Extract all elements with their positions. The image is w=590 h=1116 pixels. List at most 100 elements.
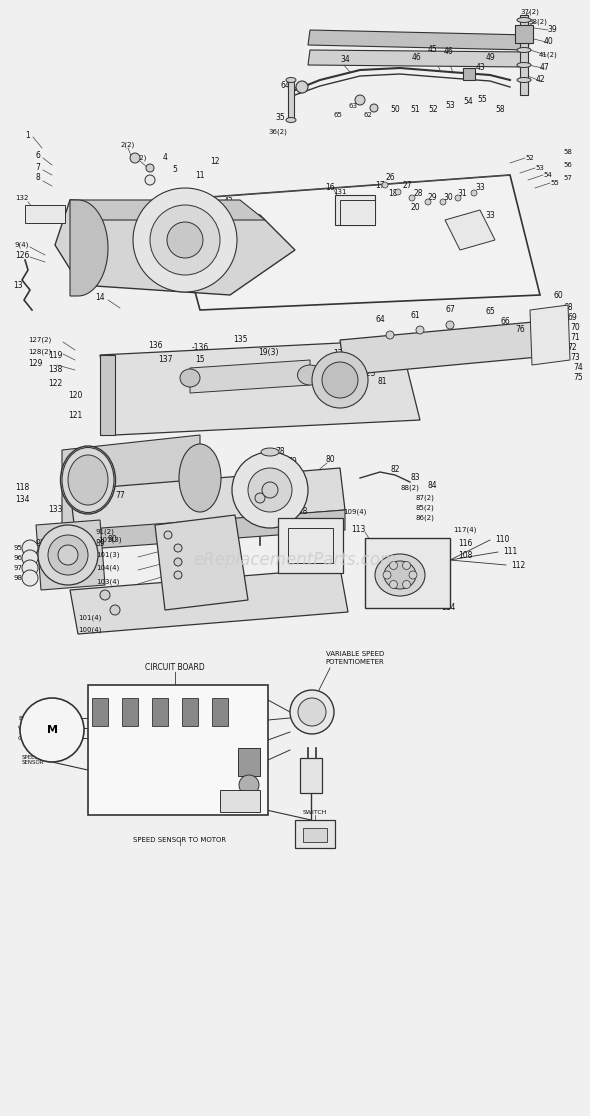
Circle shape [386, 331, 394, 339]
Text: 108: 108 [458, 551, 472, 560]
Text: 101(3): 101(3) [96, 551, 120, 558]
Text: eReplacementParts.com: eReplacementParts.com [194, 551, 396, 569]
Circle shape [146, 164, 154, 172]
Bar [182, 698, 198, 727]
Text: SPEED SENSOR TO MOTOR: SPEED SENSOR TO MOTOR [133, 837, 227, 843]
Text: 126: 126 [15, 250, 29, 260]
Text: 40: 40 [543, 38, 553, 47]
Text: 110: 110 [495, 536, 509, 545]
Text: WHITE: WHITE [18, 725, 38, 731]
Bar [88, 685, 268, 815]
Text: 8: 8 [35, 173, 40, 183]
Ellipse shape [384, 561, 416, 589]
Text: 84: 84 [427, 481, 437, 490]
Text: 71: 71 [570, 334, 580, 343]
Ellipse shape [179, 444, 221, 512]
Text: 69: 69 [567, 314, 577, 323]
Text: 60: 60 [553, 290, 563, 299]
Text: 98: 98 [14, 575, 22, 581]
Text: 120: 120 [68, 391, 82, 400]
Ellipse shape [517, 77, 531, 83]
Ellipse shape [517, 62, 531, 67]
Circle shape [389, 580, 398, 588]
Text: 128(4): 128(4) [340, 339, 363, 345]
Text: 39: 39 [547, 26, 557, 35]
Text: 111: 111 [503, 548, 517, 557]
Text: 125: 125 [333, 349, 347, 358]
Circle shape [232, 452, 308, 528]
Circle shape [133, 187, 237, 292]
Text: GREEN: GREEN [18, 735, 40, 741]
Circle shape [174, 543, 182, 552]
Text: 81: 81 [377, 377, 387, 386]
Text: 132: 132 [15, 195, 29, 201]
Text: 49: 49 [485, 52, 495, 61]
Text: 94: 94 [55, 533, 65, 542]
Bar [122, 698, 138, 727]
Text: 97: 97 [14, 565, 22, 571]
Text: 86(2): 86(2) [415, 514, 434, 521]
Text: 51: 51 [410, 106, 420, 115]
Bar [288, 528, 333, 562]
Circle shape [130, 153, 140, 163]
Polygon shape [75, 510, 345, 550]
Circle shape [22, 570, 38, 586]
Text: 65: 65 [333, 112, 342, 118]
Text: 29: 29 [427, 193, 437, 202]
Bar [152, 698, 168, 727]
Circle shape [22, 540, 38, 556]
Bar [220, 790, 260, 812]
Circle shape [22, 550, 38, 566]
Text: 9(4): 9(4) [15, 242, 29, 248]
Text: 61: 61 [410, 310, 420, 319]
Text: 33: 33 [485, 211, 495, 220]
Text: 70: 70 [570, 324, 580, 333]
Ellipse shape [286, 77, 296, 83]
Circle shape [322, 362, 358, 398]
Text: 99: 99 [63, 576, 73, 585]
Polygon shape [70, 200, 108, 296]
Text: 17: 17 [375, 181, 385, 190]
Text: 114: 114 [441, 604, 455, 613]
Bar [515, 25, 533, 44]
Text: 62: 62 [363, 112, 372, 118]
Text: 138: 138 [48, 366, 62, 375]
Circle shape [150, 205, 220, 275]
Text: 106: 106 [251, 459, 266, 468]
Text: 80: 80 [325, 455, 335, 464]
Text: 55: 55 [477, 96, 487, 105]
Text: 7: 7 [35, 163, 41, 172]
Text: 35: 35 [275, 114, 285, 123]
Text: 20: 20 [410, 203, 420, 212]
Text: 100(4): 100(4) [78, 627, 101, 633]
Circle shape [395, 189, 401, 195]
Ellipse shape [375, 554, 425, 596]
Bar [303, 828, 327, 841]
Text: 116: 116 [458, 539, 472, 548]
Text: M: M [47, 725, 57, 735]
Text: 100(4): 100(4) [208, 571, 232, 578]
Text: 88(2): 88(2) [401, 484, 419, 491]
Text: 121: 121 [68, 411, 82, 420]
Polygon shape [170, 175, 540, 310]
Text: 92(2): 92(2) [71, 535, 89, 541]
Circle shape [389, 561, 398, 569]
Text: 85(2): 85(2) [415, 504, 434, 511]
Text: 75: 75 [573, 374, 583, 383]
Text: 19(3): 19(3) [258, 347, 278, 356]
Ellipse shape [286, 117, 296, 123]
Text: 53: 53 [536, 165, 545, 171]
Text: 68: 68 [563, 304, 573, 312]
Text: 2(2): 2(2) [121, 142, 135, 148]
Text: 107(3): 107(3) [99, 537, 122, 543]
Text: 31: 31 [457, 189, 467, 198]
Bar [288, 80, 294, 121]
Text: 36(2): 36(2) [268, 128, 287, 135]
Text: SPEED
SENSOR: SPEED SENSOR [22, 754, 44, 766]
Text: 15: 15 [195, 356, 205, 365]
Text: 52: 52 [428, 106, 438, 115]
Text: 54: 54 [543, 172, 552, 177]
Text: 45: 45 [427, 46, 437, 55]
Text: SWITCH: SWITCH [303, 822, 327, 827]
Text: 34: 34 [340, 56, 350, 65]
